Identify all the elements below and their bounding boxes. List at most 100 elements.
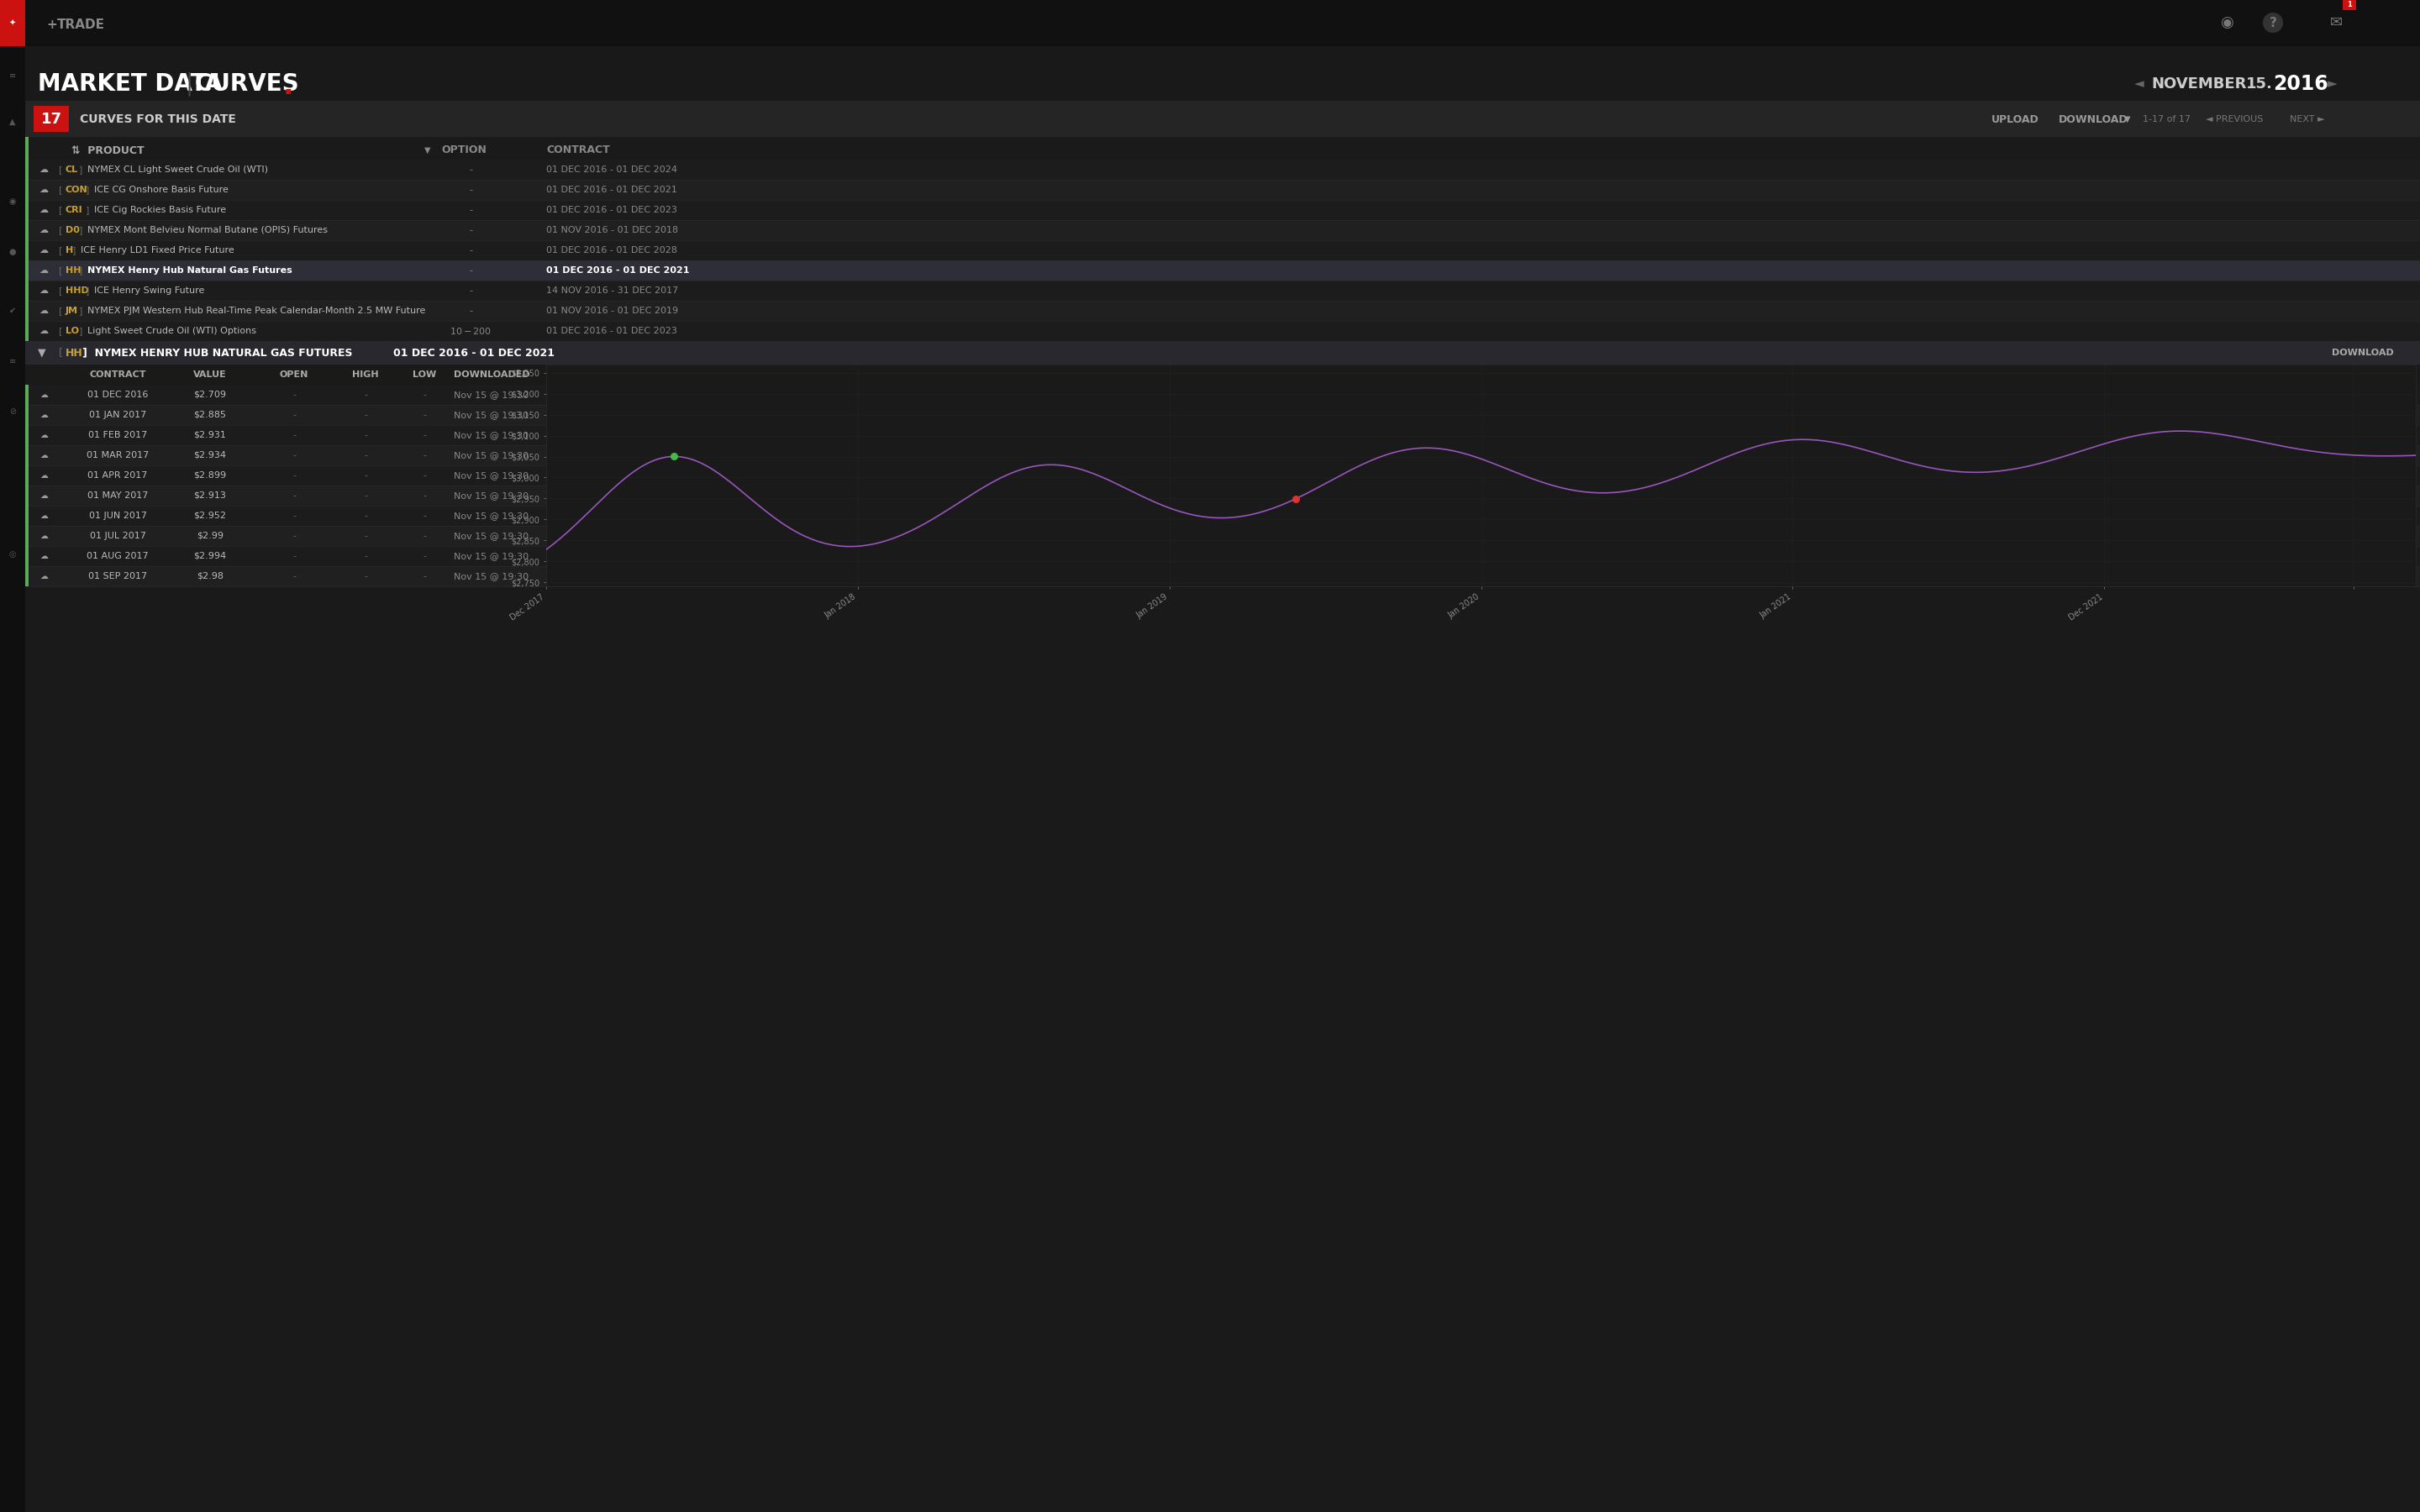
Text: ▲: ▲ [10,118,17,125]
Text: [: [ [58,186,63,194]
Bar [24,405,2420,425]
Text: ICE Cig Rockies Basis Future: ICE Cig Rockies Basis Future [94,206,225,215]
Bar [24,160,2420,180]
Point [653,445,692,469]
Text: ◉: ◉ [2219,15,2234,30]
Text: 01 NOV 2016 - 01 DEC 2019: 01 NOV 2016 - 01 DEC 2019 [547,307,678,314]
Text: ☁: ☁ [39,472,48,479]
Text: -: - [363,451,368,460]
Text: -: - [293,451,295,460]
Text: ☁: ☁ [39,411,48,419]
Text: -: - [423,390,426,399]
Text: NYMEX PJM Western Hub Real-Time Peak Calendar-Month 2.5 MW Future: NYMEX PJM Western Hub Real-Time Peak Cal… [87,307,426,314]
Text: -: - [293,532,295,540]
Text: ]: ] [80,307,82,314]
Text: $2.994: $2.994 [194,552,227,561]
Bar [24,546,2420,565]
Text: -: - [363,572,368,581]
Bar [24,485,2420,505]
Text: ▼: ▼ [423,147,431,154]
Text: $2.99: $2.99 [196,532,223,540]
Text: -: - [293,390,295,399]
Text: $2.709: $2.709 [194,390,227,399]
Bar [2343,0,2357,11]
Text: OPEN: OPEN [281,370,307,380]
Text: ✔: ✔ [10,307,17,314]
Bar [24,221,2420,240]
Bar [24,301,2420,321]
Text: NYMEX CL Light Sweet Crude Oil (WTI): NYMEX CL Light Sweet Crude Oil (WTI) [87,165,269,174]
Bar [24,425,2420,445]
Text: Nov 15 @ 19:30: Nov 15 @ 19:30 [455,390,530,399]
Text: 01 MAY 2017: 01 MAY 2017 [87,491,148,500]
Bar [24,364,2420,384]
Text: 01 JAN 2017: 01 JAN 2017 [90,411,145,419]
Text: ]: ] [85,206,90,215]
Text: 01 DEC 2016 - 01 DEC 2024: 01 DEC 2016 - 01 DEC 2024 [547,165,678,174]
Text: -: - [469,206,472,215]
Text: 01 DEC 2016 - 01 DEC 2021: 01 DEC 2016 - 01 DEC 2021 [547,186,678,194]
Text: TRADE: TRADE [58,18,104,32]
Text: ⇅  PRODUCT: ⇅ PRODUCT [73,145,145,156]
Text: -: - [363,411,368,419]
Bar [24,180,2420,200]
Text: -: - [469,266,472,275]
Text: ]: ] [85,186,90,194]
Text: HIGH: HIGH [353,370,380,380]
Text: ]: ] [80,327,82,336]
Text: ]  NYMEX HENRY HUB NATURAL GAS FUTURES: ] NYMEX HENRY HUB NATURAL GAS FUTURES [82,348,353,358]
Text: VALUE: VALUE [194,370,227,380]
Text: DOWNLOAD: DOWNLOAD [2059,113,2127,125]
Text: ☁: ☁ [39,532,48,540]
Text: ☁: ☁ [39,572,48,581]
Text: ☁: ☁ [39,451,48,460]
Bar [0,0,24,47]
Bar [24,445,2420,466]
Text: HH: HH [65,266,82,275]
Text: CL: CL [65,165,77,174]
Text: 01 DEC 2016 - 01 DEC 2023: 01 DEC 2016 - 01 DEC 2023 [547,327,678,336]
Text: ☁: ☁ [39,327,48,336]
Text: UPLOAD: UPLOAD [1992,113,2040,125]
Text: ICE Henry LD1 Fixed Price Future: ICE Henry LD1 Fixed Price Future [80,246,235,254]
Text: -: - [423,431,426,440]
Text: DOWNLOADED: DOWNLOADED [453,370,530,380]
Text: ]: ] [80,225,82,234]
Bar [24,281,2420,301]
Text: -: - [293,431,295,440]
Text: ◄ PREVIOUS: ◄ PREVIOUS [2205,115,2263,124]
Text: -: - [363,532,368,540]
Text: 01 DEC 2016 - 01 DEC 2028: 01 DEC 2016 - 01 DEC 2028 [547,246,678,254]
Text: $2.934: $2.934 [194,451,227,460]
Text: CONTRACT: CONTRACT [90,370,145,380]
Bar [24,138,2420,160]
Text: -: - [423,552,426,561]
Text: 01 DEC 2016 - 01 DEC 2021: 01 DEC 2016 - 01 DEC 2021 [392,348,554,358]
Text: ICE Henry Swing Future: ICE Henry Swing Future [94,286,206,295]
Text: -: - [469,246,472,254]
Text: -: - [469,286,472,295]
Text: -: - [469,165,472,174]
Text: -: - [293,511,295,520]
Text: NEXT ►: NEXT ► [2289,115,2326,124]
Text: [: [ [58,206,63,215]
Text: Light Sweet Crude Oil (WTI) Options: Light Sweet Crude Oil (WTI) Options [87,327,257,336]
Point [1275,487,1314,511]
Bar [24,47,2420,101]
Text: 01 APR 2017: 01 APR 2017 [87,472,148,479]
Text: D0: D0 [65,225,80,234]
Text: ✉: ✉ [2330,15,2343,30]
Text: ◎: ◎ [10,550,17,558]
Text: -: - [293,552,295,561]
Bar [34,106,68,132]
Text: ]: ] [80,266,82,275]
Bar [24,505,2420,526]
Text: JM: JM [65,307,77,314]
Text: ☁: ☁ [39,511,48,520]
Text: ▼: ▼ [39,348,46,358]
Text: -: - [293,411,295,419]
Text: 01 MAR 2017: 01 MAR 2017 [87,451,150,460]
Text: [: [ [58,246,63,254]
Text: ICE CG Onshore Basis Future: ICE CG Onshore Basis Future [94,186,227,194]
Text: Nov 15 @ 19:30: Nov 15 @ 19:30 [455,491,530,500]
